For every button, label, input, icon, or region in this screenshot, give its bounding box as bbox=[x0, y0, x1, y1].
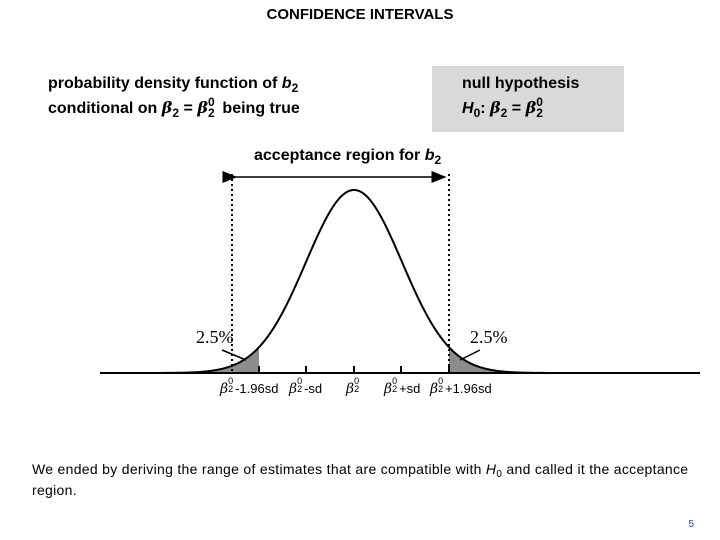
tick-label-minus196sd: β 0 2 -1.96sd bbox=[220, 375, 279, 397]
right-tail-percent: 2.5% bbox=[470, 327, 508, 347]
footer-explanation: We ended by deriving the range of estima… bbox=[32, 461, 689, 498]
density-curve bbox=[140, 188, 576, 374]
pdf-label-line1: probability density function of b2 bbox=[48, 75, 299, 95]
page-number: 5 bbox=[688, 519, 694, 530]
left-tail-percent: 2.5% bbox=[196, 327, 234, 347]
right-tail-pointer bbox=[459, 349, 481, 361]
tick-label-plus196sd: β 0 2 +1.96sd bbox=[430, 375, 492, 397]
pdf-label: probability density function of b2 condi… bbox=[48, 72, 300, 121]
left-tail-pointer bbox=[221, 349, 247, 361]
null-hypothesis-box bbox=[432, 66, 624, 132]
acceptance-region-label: acceptance region for b2 bbox=[254, 147, 442, 167]
tick-label-plus-sd: β 0 2 +sd bbox=[384, 375, 421, 397]
slide-title: CONFIDENCE INTERVALS bbox=[266, 6, 454, 23]
tick-label-minus-sd: β 0 2 -sd bbox=[289, 375, 323, 397]
